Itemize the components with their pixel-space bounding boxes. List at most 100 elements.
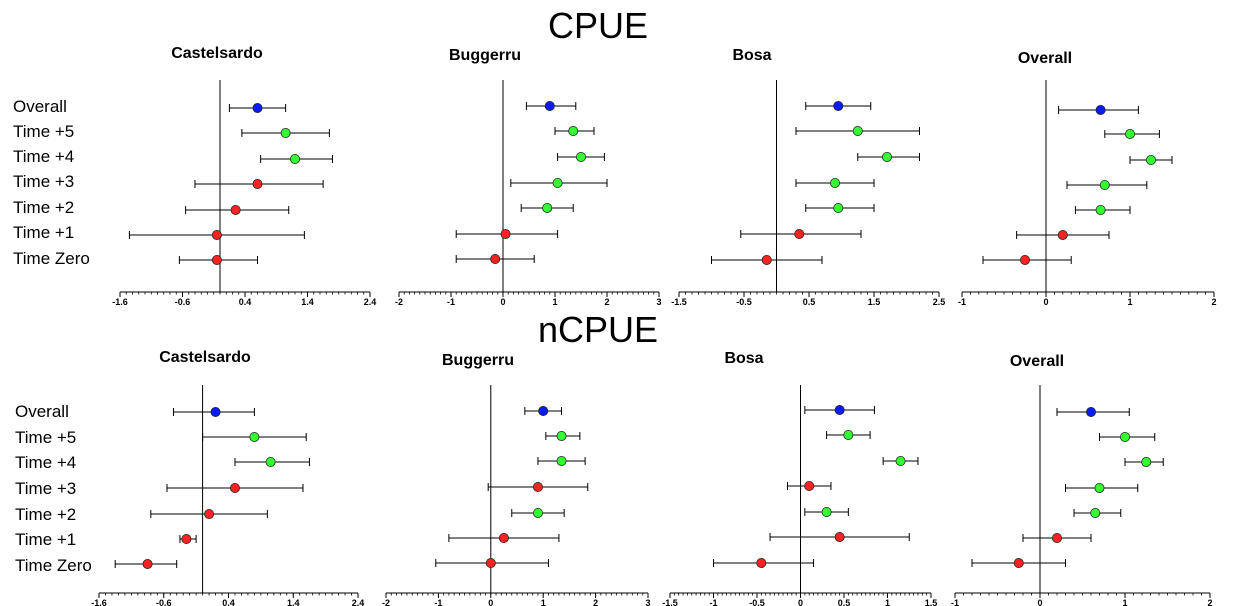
tick-label: 0: [1043, 297, 1048, 307]
estimate-point: [833, 202, 844, 213]
tick-label: -1.5: [671, 297, 687, 307]
row-label: Overall: [13, 97, 67, 116]
estimate-point: [834, 532, 845, 543]
tick-label: 0: [488, 598, 493, 606]
tick-label: 2.5: [933, 297, 946, 307]
estimate-point: [265, 456, 276, 467]
row-label: Time +2: [13, 198, 74, 217]
estimate-point: [552, 177, 563, 188]
estimate-point: [568, 126, 579, 137]
estimate-point: [252, 178, 263, 189]
estimate-point: [804, 480, 815, 491]
tick-label: -1: [434, 598, 442, 606]
panel-title: Buggerru: [449, 47, 521, 64]
panel-title: Overall: [1018, 50, 1072, 67]
estimate-point: [181, 534, 192, 545]
estimate-point: [500, 228, 511, 239]
tick-label: 1.5: [868, 297, 881, 307]
tick-label: -0.6: [156, 598, 172, 606]
estimate-point: [830, 177, 841, 188]
estimate-point: [1057, 229, 1068, 240]
panel-title: Buggerru: [442, 352, 514, 369]
estimate-point: [210, 406, 221, 417]
tick-label: 0.5: [803, 297, 816, 307]
tick-label: 1: [552, 297, 557, 307]
estimate-point: [852, 126, 863, 137]
tick-label: -1: [709, 598, 717, 606]
estimate-point: [843, 429, 854, 440]
tick-label: 1.4: [287, 598, 300, 606]
estimate-point: [1090, 507, 1101, 518]
panel-title: Castelsardo: [159, 349, 251, 366]
row-label: Time +3: [13, 172, 74, 191]
estimate-point: [211, 254, 222, 265]
tick-label: 2: [1211, 297, 1216, 307]
tick-label: 0.4: [222, 598, 235, 606]
estimate-point: [556, 430, 567, 441]
tick-label: -2: [382, 598, 390, 606]
estimate-point: [1146, 154, 1157, 165]
tick-label: -2: [395, 297, 403, 307]
row-label: Time +5: [13, 122, 74, 141]
section-title-ncpue: nCPUE: [538, 309, 658, 350]
estimate-point: [821, 506, 832, 517]
estimate-point: [544, 101, 555, 112]
tick-label: 0.4: [239, 297, 252, 307]
tick-label: 3: [645, 598, 650, 606]
tick-label: -1.6: [112, 297, 128, 307]
estimate-point: [833, 101, 844, 112]
estimate-point: [1125, 128, 1136, 139]
estimate-point: [532, 481, 543, 492]
estimate-point: [1095, 105, 1106, 116]
tick-label: 1.5: [925, 598, 938, 606]
tick-label: 1: [885, 598, 890, 606]
estimate-point: [556, 455, 567, 466]
estimate-point: [532, 507, 543, 518]
panel-title: Bosa: [724, 350, 763, 367]
estimate-point: [252, 103, 263, 114]
panels: Castelsardo -1.6 -0.6 0.4 1.4 2.4 Buggerru -2 -1…: [91, 45, 1216, 606]
tick-label: 0: [1037, 598, 1042, 606]
tick-label: 2: [1207, 598, 1212, 606]
estimate-point: [794, 228, 805, 239]
tick-label: 2.4: [364, 297, 377, 307]
tick-label: 1: [541, 598, 546, 606]
row-label: Time Zero: [15, 556, 92, 575]
estimate-point: [1013, 558, 1024, 569]
tick-label: 1: [1122, 598, 1127, 606]
row-label: Overall: [15, 402, 69, 421]
estimate-point: [882, 151, 893, 162]
row-label: Time +4: [13, 147, 74, 166]
tick-label: 0: [798, 598, 803, 606]
panel-title: Overall: [1010, 353, 1064, 370]
tick-label: -1: [951, 598, 959, 606]
row-label: Time +1: [15, 530, 76, 549]
estimate-point: [756, 558, 767, 569]
row-labels-ncpue: Overall Time +5 Time +4 Time +3 Time +2 …: [15, 402, 92, 575]
estimate-point: [834, 404, 845, 415]
estimate-point: [211, 229, 222, 240]
row-label: Time +4: [15, 453, 76, 472]
row-label: Time +3: [15, 479, 76, 498]
panel-title: Bosa: [732, 47, 771, 64]
tick-label: -1: [958, 297, 966, 307]
tick-label: -1.6: [91, 598, 107, 606]
row-label: Time +5: [15, 428, 76, 447]
estimate-point: [1094, 482, 1105, 493]
estimate-point: [542, 202, 553, 213]
tick-label: 2: [604, 297, 609, 307]
estimate-point: [280, 127, 291, 138]
tick-label: -0.5: [736, 297, 752, 307]
estimate-point: [289, 153, 300, 164]
estimate-point: [1086, 406, 1097, 417]
forest-panel: Buggerru -2 -1 0 1 2 3: [382, 352, 651, 606]
forest-panel: Castelsardo -1.6 -0.6 0.4 1.4 2.4: [91, 349, 364, 606]
estimate-point: [761, 254, 772, 265]
forest-panel: Castelsardo -1.6 -0.6 0.4 1.4 2.4: [112, 45, 376, 307]
estimate-point: [576, 151, 587, 162]
estimate-point: [230, 204, 241, 215]
forest-panel: Buggerru -2 -1 0 1 2 3: [395, 47, 662, 307]
section-title-cpue: CPUE: [548, 5, 648, 46]
estimate-point: [1052, 533, 1063, 544]
estimate-point: [895, 455, 906, 466]
